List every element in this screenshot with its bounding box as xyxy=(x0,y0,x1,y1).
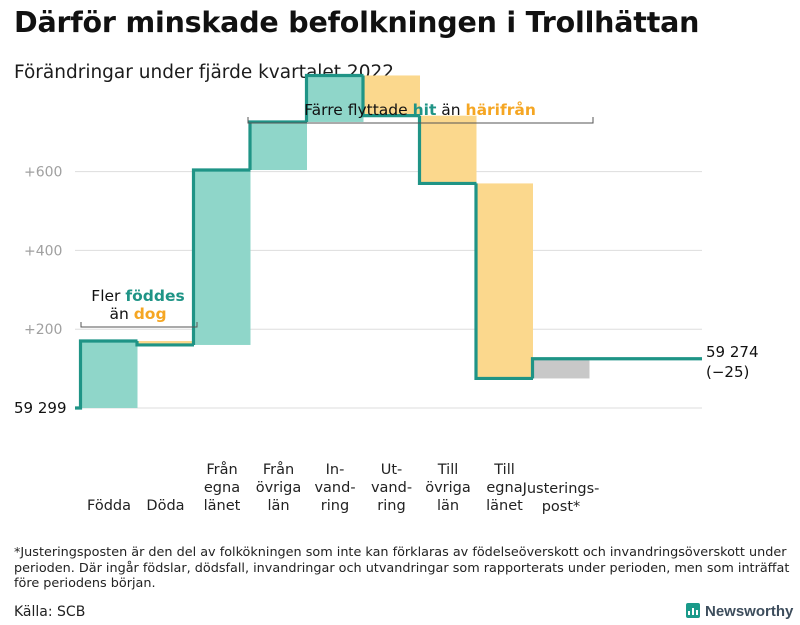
migration-annotation: Färre flyttade hit än härifrån xyxy=(304,100,536,119)
category-label: länet xyxy=(204,498,241,514)
category-label: övriga xyxy=(256,480,302,496)
bar-adjustment xyxy=(532,358,590,379)
category-label: Från xyxy=(263,461,294,478)
y-tick-label: +400 xyxy=(24,243,62,259)
annotation-span: härifrån xyxy=(466,100,536,119)
end-value-label: 59 274 xyxy=(706,343,759,361)
bar-inflow xyxy=(193,170,251,345)
bar-outflow xyxy=(363,75,420,116)
brand-name: Newsworthy xyxy=(705,603,794,620)
annotation-span: hit xyxy=(413,101,437,119)
annotation-span: Färre flyttade xyxy=(304,101,412,119)
births-annotation-line1: Fler föddes xyxy=(91,287,184,305)
cumulative-step-line xyxy=(75,73,702,410)
source-text: Källa: SCB xyxy=(14,604,86,620)
page-title: Därför minskade befolkningen i Trollhätt… xyxy=(14,6,700,39)
waterfall-chart: +200 +400 +600 Födda Döda Från egna länet Från öv… xyxy=(14,73,759,515)
category-label: ring xyxy=(377,498,405,514)
bar-outflow xyxy=(419,115,477,184)
births-bracket xyxy=(80,322,198,328)
page-subtitle: Förändringar under fjärde kvartalet 2022 xyxy=(14,62,395,83)
category-label: In- xyxy=(326,462,345,478)
bar-outflow xyxy=(137,341,194,345)
bar-outflow xyxy=(476,183,533,379)
category-label: Ut- xyxy=(381,462,403,478)
category-label: länet xyxy=(486,498,523,514)
category-label: Födda xyxy=(87,498,131,514)
category-label: egna xyxy=(204,480,240,496)
bar-inflow xyxy=(306,75,364,122)
category-label: Döda xyxy=(146,498,184,514)
bar-inflow xyxy=(250,121,307,171)
annotation-span: föddes xyxy=(125,287,184,305)
migration-bracket xyxy=(247,117,594,124)
annotation-span: än xyxy=(436,101,465,119)
y-tick-label: +600 xyxy=(24,165,62,181)
category-label: Från xyxy=(206,461,237,478)
category-label: län xyxy=(437,498,459,514)
category-label: egna xyxy=(486,480,522,496)
category-label: ring xyxy=(321,498,349,514)
category-label: vand- xyxy=(371,480,412,496)
annotation-span: dog xyxy=(134,305,167,323)
category-label: län xyxy=(267,498,289,514)
start-value-label: 59 299 xyxy=(14,399,67,417)
category-label: vand- xyxy=(314,480,355,496)
bar-inflow xyxy=(80,341,138,408)
annotation-span: Fler xyxy=(91,287,125,305)
end-change-label: (−25) xyxy=(706,363,749,381)
annotation-span: än xyxy=(109,305,133,323)
category-label: Till xyxy=(493,462,515,478)
births-annotation-line2: än dog xyxy=(109,305,166,323)
category-label: Justerings- xyxy=(522,481,600,497)
footnote: *Justeringsposten är den del av folkökni… xyxy=(14,545,790,591)
newsworthy-icon xyxy=(686,603,700,618)
category-label: övriga xyxy=(425,480,471,496)
category-label: post* xyxy=(542,499,581,515)
y-tick-label: +200 xyxy=(24,322,62,338)
brand-logo: Newsworthy xyxy=(686,603,793,620)
category-label: Till xyxy=(437,462,459,478)
